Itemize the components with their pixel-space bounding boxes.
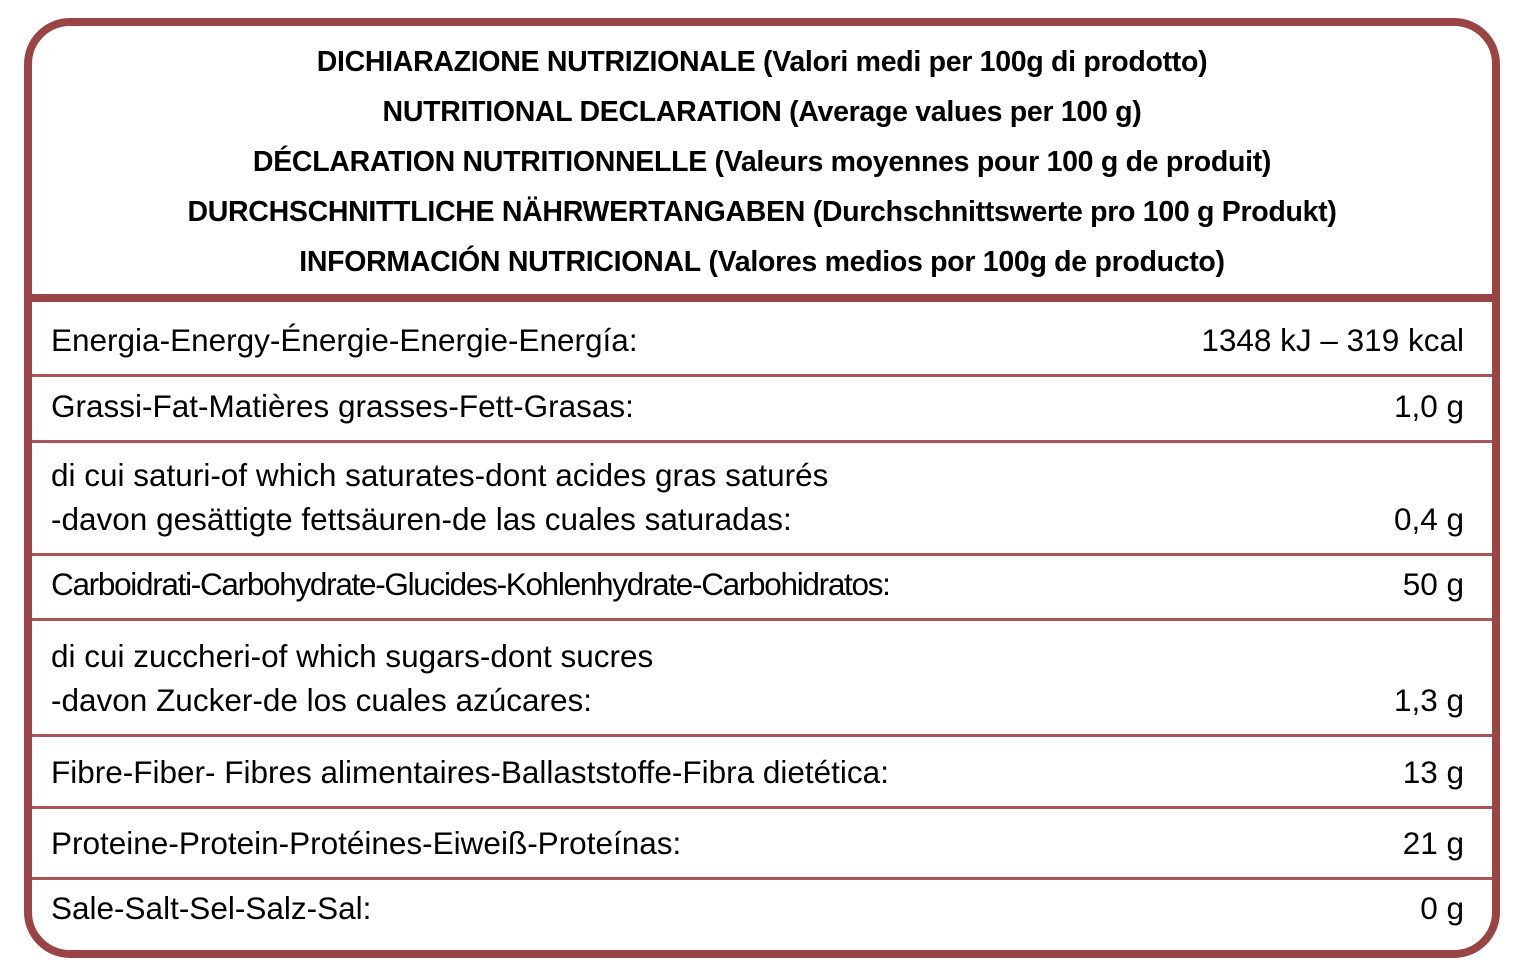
row-value: 0 g	[1420, 890, 1464, 926]
row-energy: Energia-Energy-Énergie-Energie-Energía: …	[32, 302, 1492, 377]
header-line-de: DURCHSCHNITTLICHE NÄHRWERTANGABEN (Durch…	[187, 187, 1336, 237]
row-sugars: di cui zuccheri-of which sugars-dont suc…	[32, 621, 1492, 737]
row-label: Grassi-Fat-Matières grasses-Fett-Grasas:	[51, 388, 634, 424]
header-subtitle: (Valores medios por 100g de producto)	[708, 246, 1225, 278]
row-value: 1348 kJ – 319 kcal	[1201, 322, 1464, 358]
header-title: DÉCLARATION NUTRITIONNELLE	[252, 146, 707, 178]
row-label: Sale-Salt-Sel-Salz-Sal:	[51, 890, 372, 926]
row-label: di cui zuccheri-of which sugars-dont suc…	[51, 638, 654, 718]
table-header: DICHIARAZIONE NUTRIZIONALE (Valori medi …	[32, 26, 1492, 302]
header-title: DURCHSCHNITTLICHE NÄHRWERTANGABEN	[187, 196, 806, 228]
header-subtitle: (Valeurs moyennes pour 100 g de produit)	[714, 146, 1272, 178]
row-fat: Grassi-Fat-Matières grasses-Fett-Grasas:…	[32, 377, 1492, 443]
row-value: 1,0 g	[1393, 388, 1464, 424]
header-subtitle: (Average values per 100 g)	[789, 96, 1142, 128]
row-label: Carboidrati-Carbohydrate-Glucides-Kohlen…	[51, 566, 891, 602]
header-line-it: DICHIARAZIONE NUTRIZIONALE (Valori medi …	[317, 37, 1208, 87]
header-subtitle: (Durchschnittswerte pro 100 g Produkt)	[812, 196, 1337, 228]
row-saturates: di cui saturi-of which saturates-dont ac…	[32, 443, 1492, 556]
row-carbohydrate: Carboidrati-Carbohydrate-Glucides-Kohlen…	[32, 556, 1492, 621]
row-fiber: Fibre-Fiber- Fibres alimentaires-Ballast…	[32, 737, 1492, 809]
row-protein: Proteine-Protein-Protéines-Eiweiß-Proteí…	[32, 809, 1492, 880]
row-label: Fibre-Fiber- Fibres alimentaires-Ballast…	[51, 754, 889, 790]
row-value: 1,3 g	[1393, 682, 1464, 718]
row-value: 50 g	[1402, 566, 1464, 602]
nutrition-table: DICHIARAZIONE NUTRIZIONALE (Valori medi …	[24, 18, 1500, 958]
row-value: 0,4 g	[1393, 501, 1464, 537]
header-line-en: NUTRITIONAL DECLARATION (Average values …	[383, 87, 1142, 137]
row-label: Proteine-Protein-Protéines-Eiweiß-Proteí…	[51, 825, 682, 861]
header-subtitle: (Valori medi per 100g di prodotto)	[763, 46, 1208, 78]
header-line-es: INFORMACIÓN NUTRICIONAL (Valores medios …	[299, 237, 1225, 287]
row-salt: Sale-Salt-Sel-Salz-Sal: 0 g	[32, 880, 1492, 942]
header-line-fr: DÉCLARATION NUTRITIONNELLE (Valeurs moye…	[253, 137, 1271, 187]
header-title: INFORMACIÓN NUTRICIONAL	[299, 246, 701, 278]
header-title: DICHIARAZIONE NUTRIZIONALE	[316, 46, 756, 78]
row-value: 21 g	[1402, 825, 1464, 861]
row-value: 13 g	[1402, 754, 1464, 790]
row-label: Energia-Energy-Énergie-Energie-Energía:	[51, 322, 638, 358]
header-title: NUTRITIONAL DECLARATION	[382, 96, 782, 128]
row-label: di cui saturi-of which saturates-dont ac…	[51, 457, 829, 537]
